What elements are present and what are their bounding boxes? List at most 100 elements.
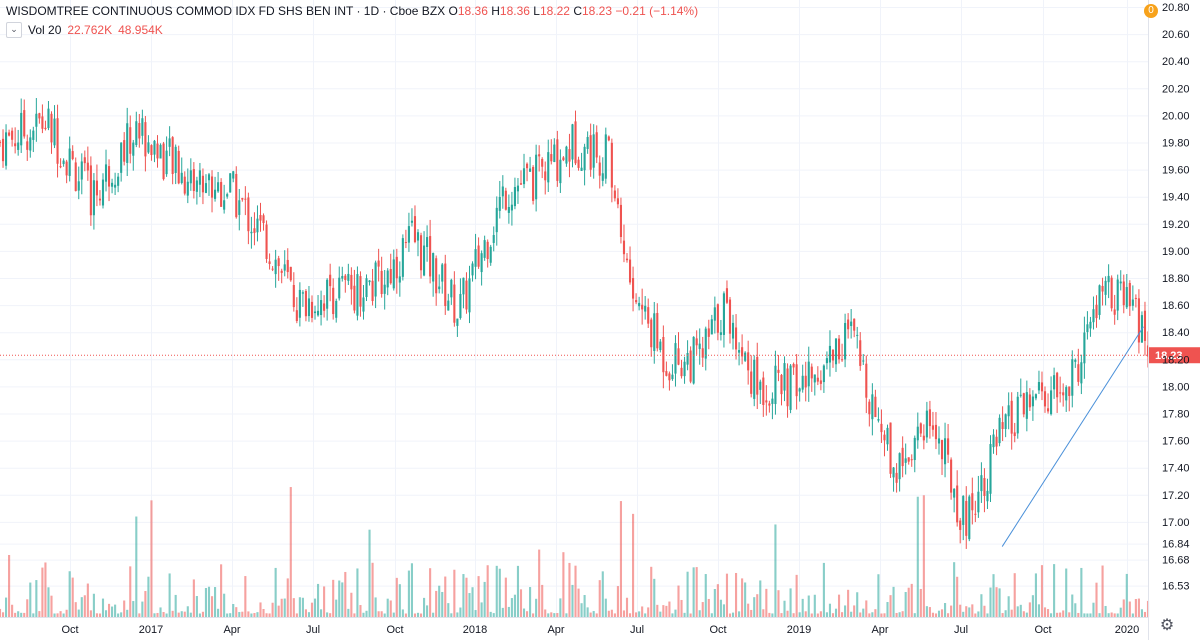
candle-body [277,258,280,267]
settings-gear-icon[interactable]: ⚙ [1159,617,1175,634]
volume-bar [180,611,183,617]
volume-bar [292,598,295,617]
volume-bar [828,603,832,617]
volume-bar [401,609,404,617]
symbol-legend: WISDOMTREE CONTINUOUS COMMOD IDX FD SHS … [6,4,698,18]
volume-bar [265,613,268,617]
candle-body [1068,386,1071,396]
volume-bar [262,609,265,617]
volume-bar [53,613,56,617]
volume-bar [192,579,195,617]
candle-body [928,409,931,427]
volume-bar [1034,573,1037,617]
candle-body [553,144,556,163]
candle-body [1065,387,1068,401]
volume-bar [907,587,910,617]
volume-bar [931,612,934,617]
candle-body [947,438,950,455]
volume-bar [525,611,529,617]
candle-body [641,304,644,310]
candle-body [883,434,886,441]
volume-bar [1040,565,1044,617]
candle-body [731,322,735,339]
candle-body [435,258,438,294]
candle-body [719,332,722,335]
candle-body [659,341,662,351]
candle-body [235,173,238,218]
volume-bar [1122,599,1125,617]
candle-body [577,159,580,168]
volume-bar [659,611,662,617]
volume-bar [77,609,80,617]
candle-body [535,154,538,200]
volume-bar [256,612,259,617]
candle-body [398,276,401,283]
candle-body [550,154,553,162]
time-axis[interactable]: Oct 2017 Apr Jul Oct 2018 Apr Jul Oct 2019 Apr Jul O… [61,624,1139,636]
candle-body [53,118,56,146]
volume-bar [95,613,98,617]
candle-body [622,240,626,255]
candle-body [413,216,417,243]
candle-body [816,377,819,382]
candle-body [107,166,111,187]
candle-body [471,263,474,276]
volume-bar [713,589,716,617]
volume-bar [71,577,74,617]
time-tick-label: 2020 [1115,624,1139,636]
volume-bar [850,611,853,617]
candle-body [789,365,792,410]
volume-bar [504,577,507,617]
collapse-legend-chevron-down-icon[interactable]: ⌄ [6,22,22,38]
candle-body [377,260,380,267]
candle-body [144,122,147,157]
candle-body [798,388,801,392]
volume-bar [359,605,362,617]
price-axis[interactable]: 20.80 20.60 20.40 20.20 20.00 19.80 19.60 19.40… [1162,2,1190,593]
candle-body [701,348,704,358]
candle-body [777,369,780,373]
volume-bar [347,608,350,617]
candle-body [44,127,47,130]
volume-bar [968,607,971,617]
candle-body [844,323,847,360]
volume-bar [365,610,368,617]
volume-bar [259,602,262,617]
volume-bar [438,585,441,617]
volume-bar [544,609,547,617]
time-tick-label: Jul [630,624,644,636]
volume-bar [519,589,523,617]
volume-bar [35,580,38,617]
volume-bar [974,613,977,617]
price-tick-label: 18.80 [1162,273,1190,285]
candle-body [950,459,953,493]
volume-bar [622,610,626,617]
volume-bar [74,602,77,617]
symbol-title[interactable]: WISDOMTREE CONTINUOUS COMMOD IDX FD SHS … [6,4,446,18]
candle-body [159,144,162,159]
volume-label[interactable]: Vol 20 [28,23,62,37]
volume-bar [11,604,14,617]
candle-body [1071,359,1074,396]
volume-bar [47,587,50,617]
candle-body [323,303,326,311]
volume-bar [17,611,20,617]
volume-bar [1001,613,1004,617]
candle-body [565,146,568,164]
candle-body [865,363,868,398]
candle-body [665,371,668,376]
candle-body [256,218,259,233]
volume-bar [147,576,150,617]
candle-body [828,345,832,363]
volume-bar [462,574,465,617]
candle-body [17,142,20,150]
volume-bar [8,554,11,617]
volume-bar [583,595,586,617]
candle-body [750,371,753,394]
candle-body [695,338,698,346]
candle-body [889,422,892,474]
candle-body [834,338,838,365]
alert-badge-icon[interactable]: 0 [1144,4,1158,18]
volume-bar [710,613,713,617]
